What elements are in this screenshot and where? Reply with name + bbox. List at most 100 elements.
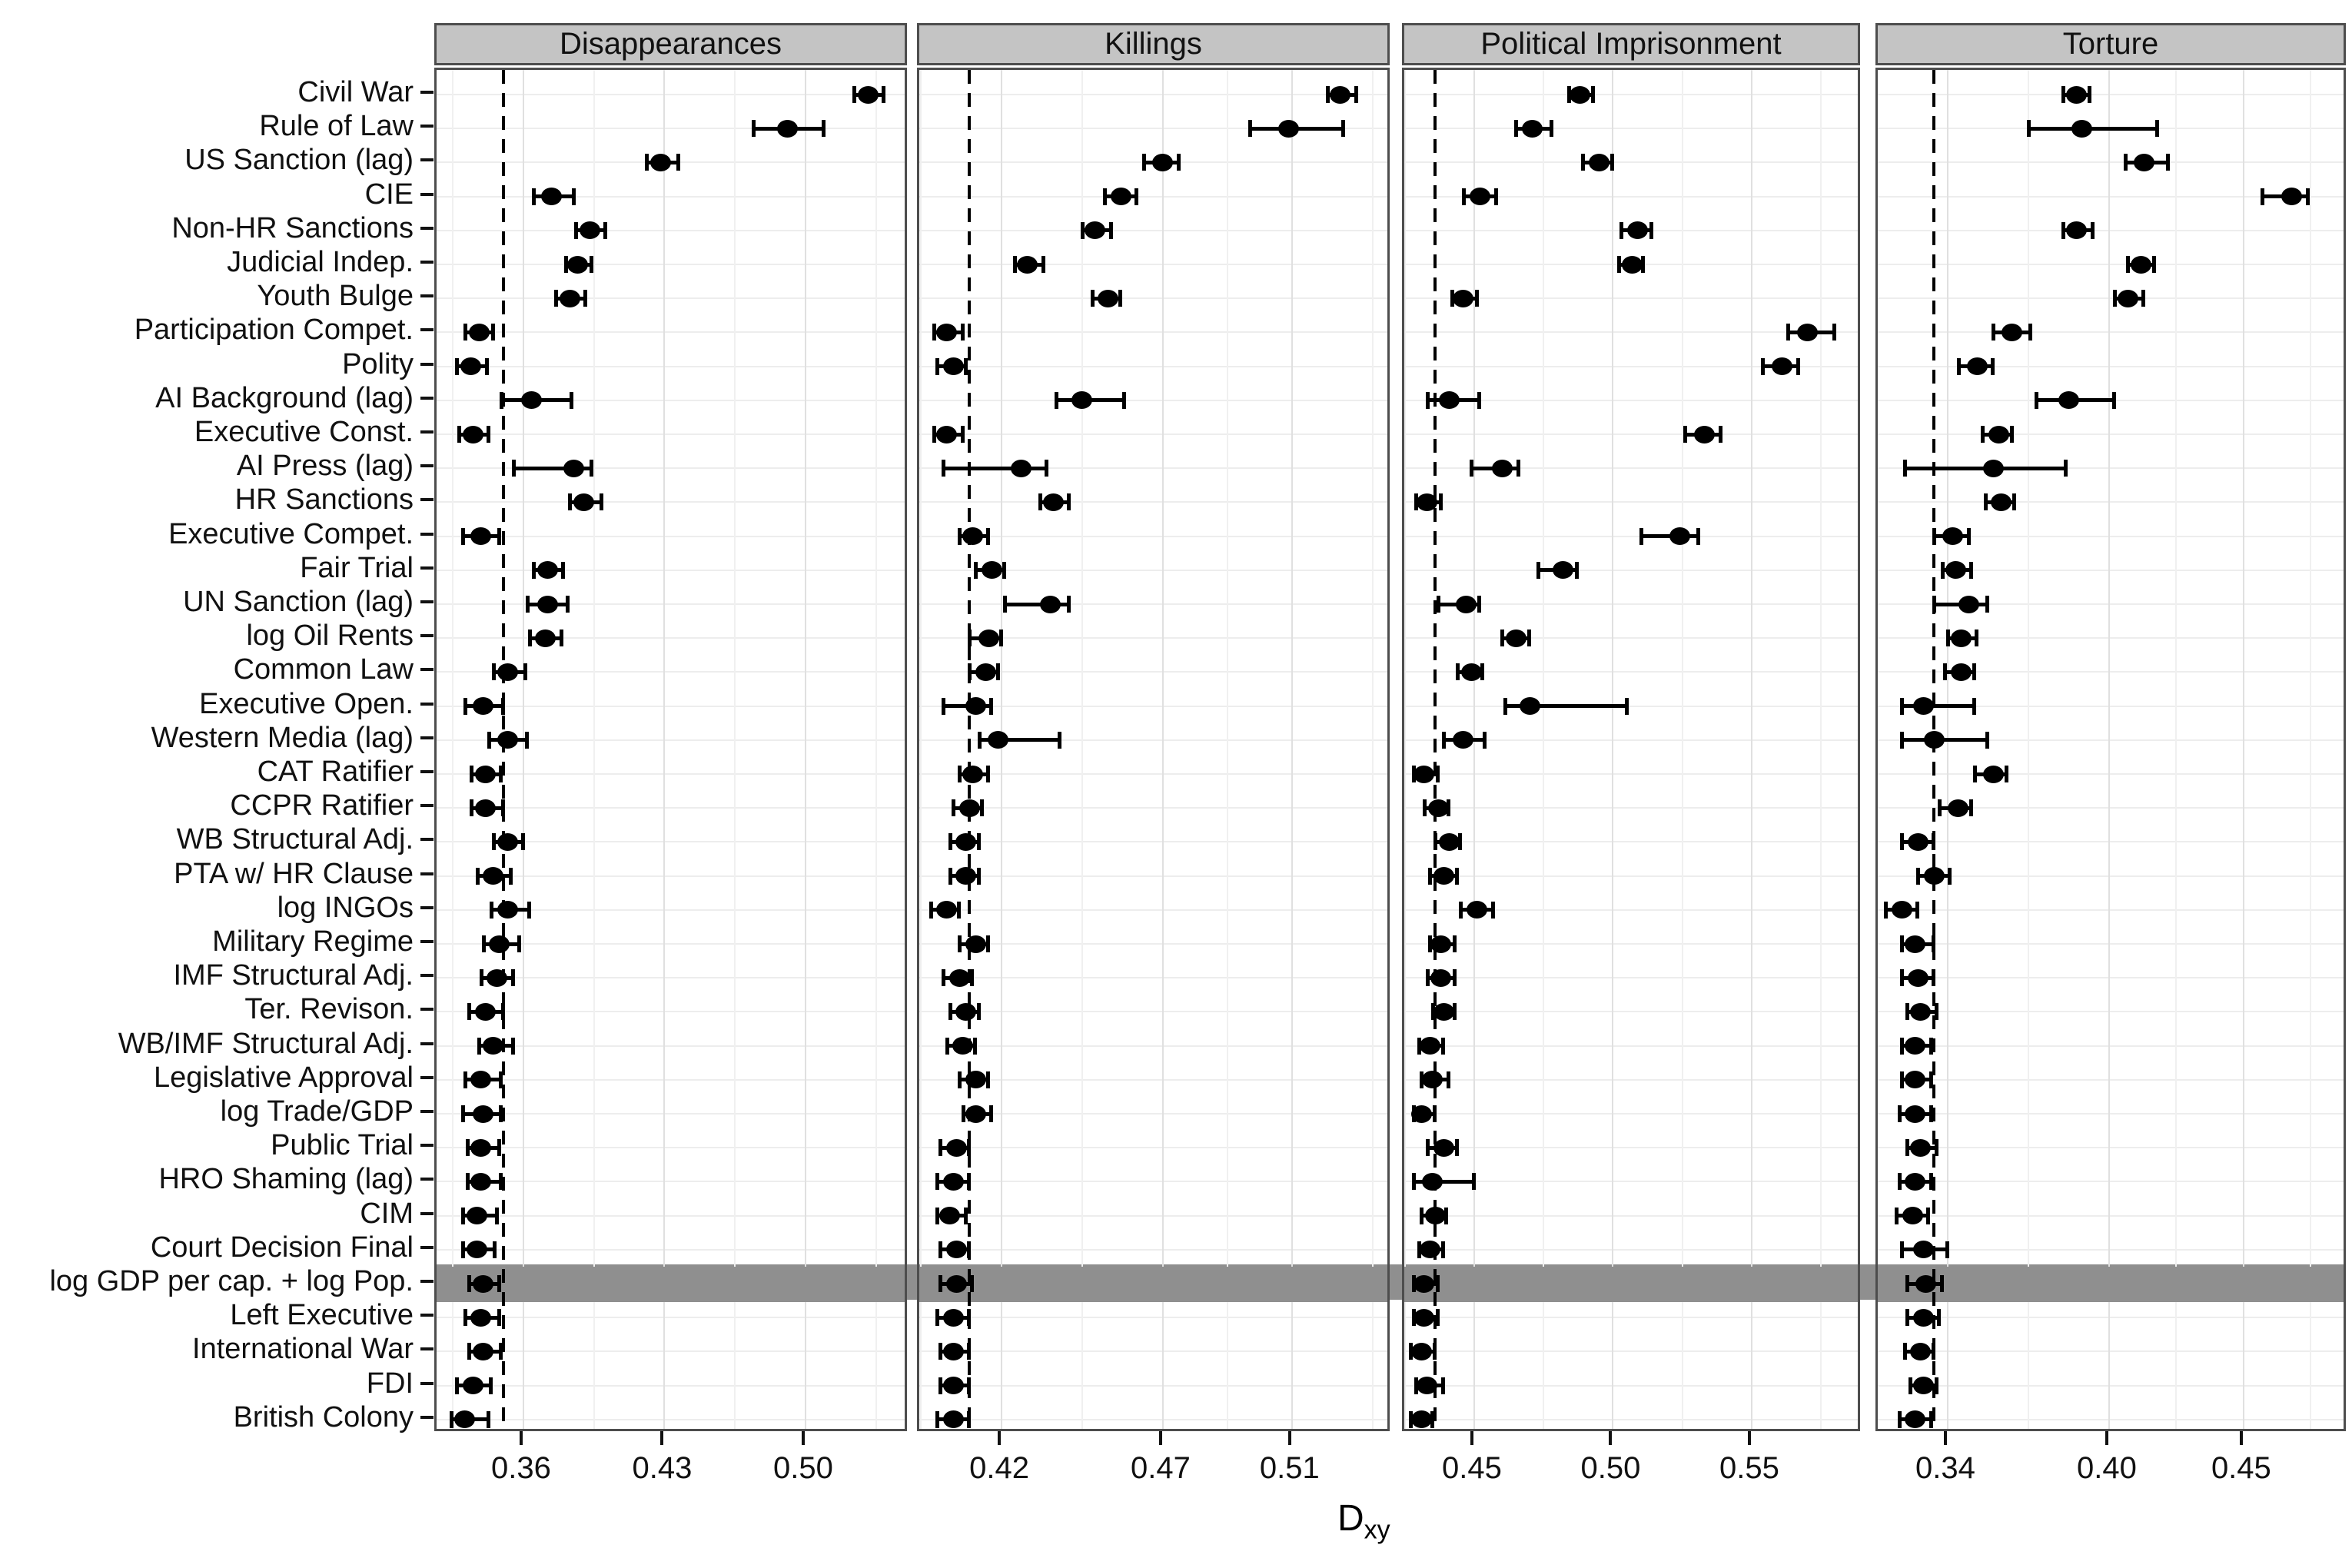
gridline-horizontal <box>437 909 905 911</box>
error-bar-cap-left <box>1897 1173 1902 1191</box>
gridline-horizontal <box>919 1078 1387 1081</box>
gridline-minor <box>734 70 736 1429</box>
gridline-major <box>1291 70 1293 1429</box>
y-axis-label: Executive Const. <box>194 416 414 448</box>
x-axis-tick-label: 0.36 <box>491 1451 551 1485</box>
gridline-horizontal <box>437 705 905 707</box>
error-bar-cap-right <box>1452 969 1457 987</box>
gridline-major <box>1612 70 1614 1429</box>
data-point <box>1694 425 1716 443</box>
data-point <box>541 188 563 206</box>
error-bar-cap-left <box>479 969 483 987</box>
data-point <box>1905 1172 1926 1191</box>
gridline-horizontal <box>1404 1078 1858 1081</box>
facet-title: Disappearances <box>559 27 782 61</box>
gridline-horizontal <box>919 434 1387 435</box>
error-bar-cap-right <box>2063 460 2068 477</box>
error-bar-cap-right <box>1041 256 1045 273</box>
error-bar-cap-right <box>1641 256 1646 273</box>
error-bar-cap-left <box>958 1071 962 1088</box>
error-bar <box>943 466 1047 470</box>
data-point <box>483 867 504 885</box>
gridline-horizontal <box>1404 705 1858 707</box>
y-axis-tick <box>420 1008 434 1012</box>
gridline-horizontal <box>1404 467 1858 470</box>
error-bar <box>1504 704 1627 709</box>
gridline-horizontal <box>919 1350 1387 1353</box>
error-bar-cap-left <box>1992 324 1996 341</box>
gridline-horizontal <box>919 1045 1387 1047</box>
gridline-horizontal <box>1404 603 1858 605</box>
error-bar-cap-right <box>1176 154 1181 171</box>
data-point <box>1460 663 1482 681</box>
error-bar-cap-left <box>1900 1037 1905 1055</box>
error-bar-cap-left <box>574 221 579 239</box>
error-bar-cap-left <box>1884 901 1889 919</box>
error-bar-cap-left <box>935 357 940 375</box>
error-bar-cap-left <box>1983 493 1988 511</box>
gridline-horizontal <box>1404 1147 1858 1149</box>
error-bar-cap-right <box>2004 766 2008 782</box>
error-bar-cap-right <box>970 1275 975 1292</box>
gridline-horizontal <box>1878 94 2344 95</box>
error-bar-cap-left <box>1456 663 1460 681</box>
error-bar-cap-left <box>2126 256 2131 273</box>
x-axis-tick <box>1943 1431 1947 1445</box>
error-bar-cap-right <box>1452 1003 1457 1021</box>
gridline-horizontal <box>1878 1045 2344 1047</box>
gridline-horizontal <box>1878 535 2344 537</box>
error-bar-cap-left <box>457 426 462 443</box>
y-axis-label: HRO Shaming (lag) <box>158 1163 414 1196</box>
facet-title: Political Imprisonment <box>1480 27 1782 61</box>
x-axis-tick-label: 0.50 <box>773 1451 833 1485</box>
gridline-horizontal <box>1404 1113 1858 1115</box>
y-axis-label: International War <box>192 1333 414 1366</box>
data-point <box>1419 1241 1440 1259</box>
y-axis-tick <box>420 736 434 739</box>
data-point <box>1042 493 1064 511</box>
data-point <box>1905 1105 1926 1123</box>
gridline-minor <box>2310 70 2312 1429</box>
y-axis-label: Western Media (lag) <box>151 721 414 754</box>
y-axis-label: UN Sanction (lag) <box>183 586 414 618</box>
highlight-band-segment <box>437 1267 905 1302</box>
gridline-horizontal <box>919 1248 1387 1251</box>
y-axis-label: CCPR Ratifier <box>230 789 414 822</box>
gridline-horizontal <box>437 467 905 470</box>
error-bar-cap-left <box>463 1309 467 1327</box>
gridline-horizontal <box>1404 128 1858 130</box>
data-point <box>1410 1410 1432 1429</box>
error-bar-cap-left <box>1900 935 1905 952</box>
x-axis-tick-label: 0.45 <box>2211 1451 2271 1485</box>
facet-panel <box>1875 68 2346 1431</box>
data-point <box>1622 255 1643 274</box>
data-point <box>497 901 518 919</box>
x-axis-tick-label: 0.42 <box>969 1451 1029 1485</box>
data-point <box>1433 1138 1454 1157</box>
y-axis-label: HR Sanctions <box>234 483 414 517</box>
y-axis-label: CIE <box>364 178 414 211</box>
error-bar-cap-right <box>523 663 527 681</box>
y-axis-tick <box>420 1381 434 1385</box>
error-bar-cap-right <box>1436 766 1440 782</box>
error-bar-cap-right <box>1002 561 1007 579</box>
error-bar-cap-right <box>1610 154 1615 171</box>
gridline-horizontal <box>919 229 1387 231</box>
error-bar-cap-right <box>2305 188 2310 205</box>
facet-panel <box>1402 68 1860 1431</box>
gridline-horizontal <box>437 671 905 673</box>
error-bar-cap-right <box>1832 324 1837 341</box>
error-bar-cap-left <box>461 1207 466 1224</box>
highlight-band-segment <box>919 1267 1387 1302</box>
error-bar-cap-left <box>958 527 962 545</box>
error-bar-cap-right <box>590 460 594 477</box>
data-point <box>952 1037 974 1055</box>
error-bar-cap-left <box>1900 1241 1905 1258</box>
error-bar-cap-right <box>1457 833 1462 851</box>
data-point <box>2131 255 2152 274</box>
error-bar-cap-right <box>1696 527 1701 545</box>
error-bar-cap-right <box>1057 731 1061 749</box>
gridline-horizontal <box>919 1214 1387 1217</box>
data-point <box>1923 867 1945 885</box>
x-axis-tick <box>2105 1431 2108 1445</box>
